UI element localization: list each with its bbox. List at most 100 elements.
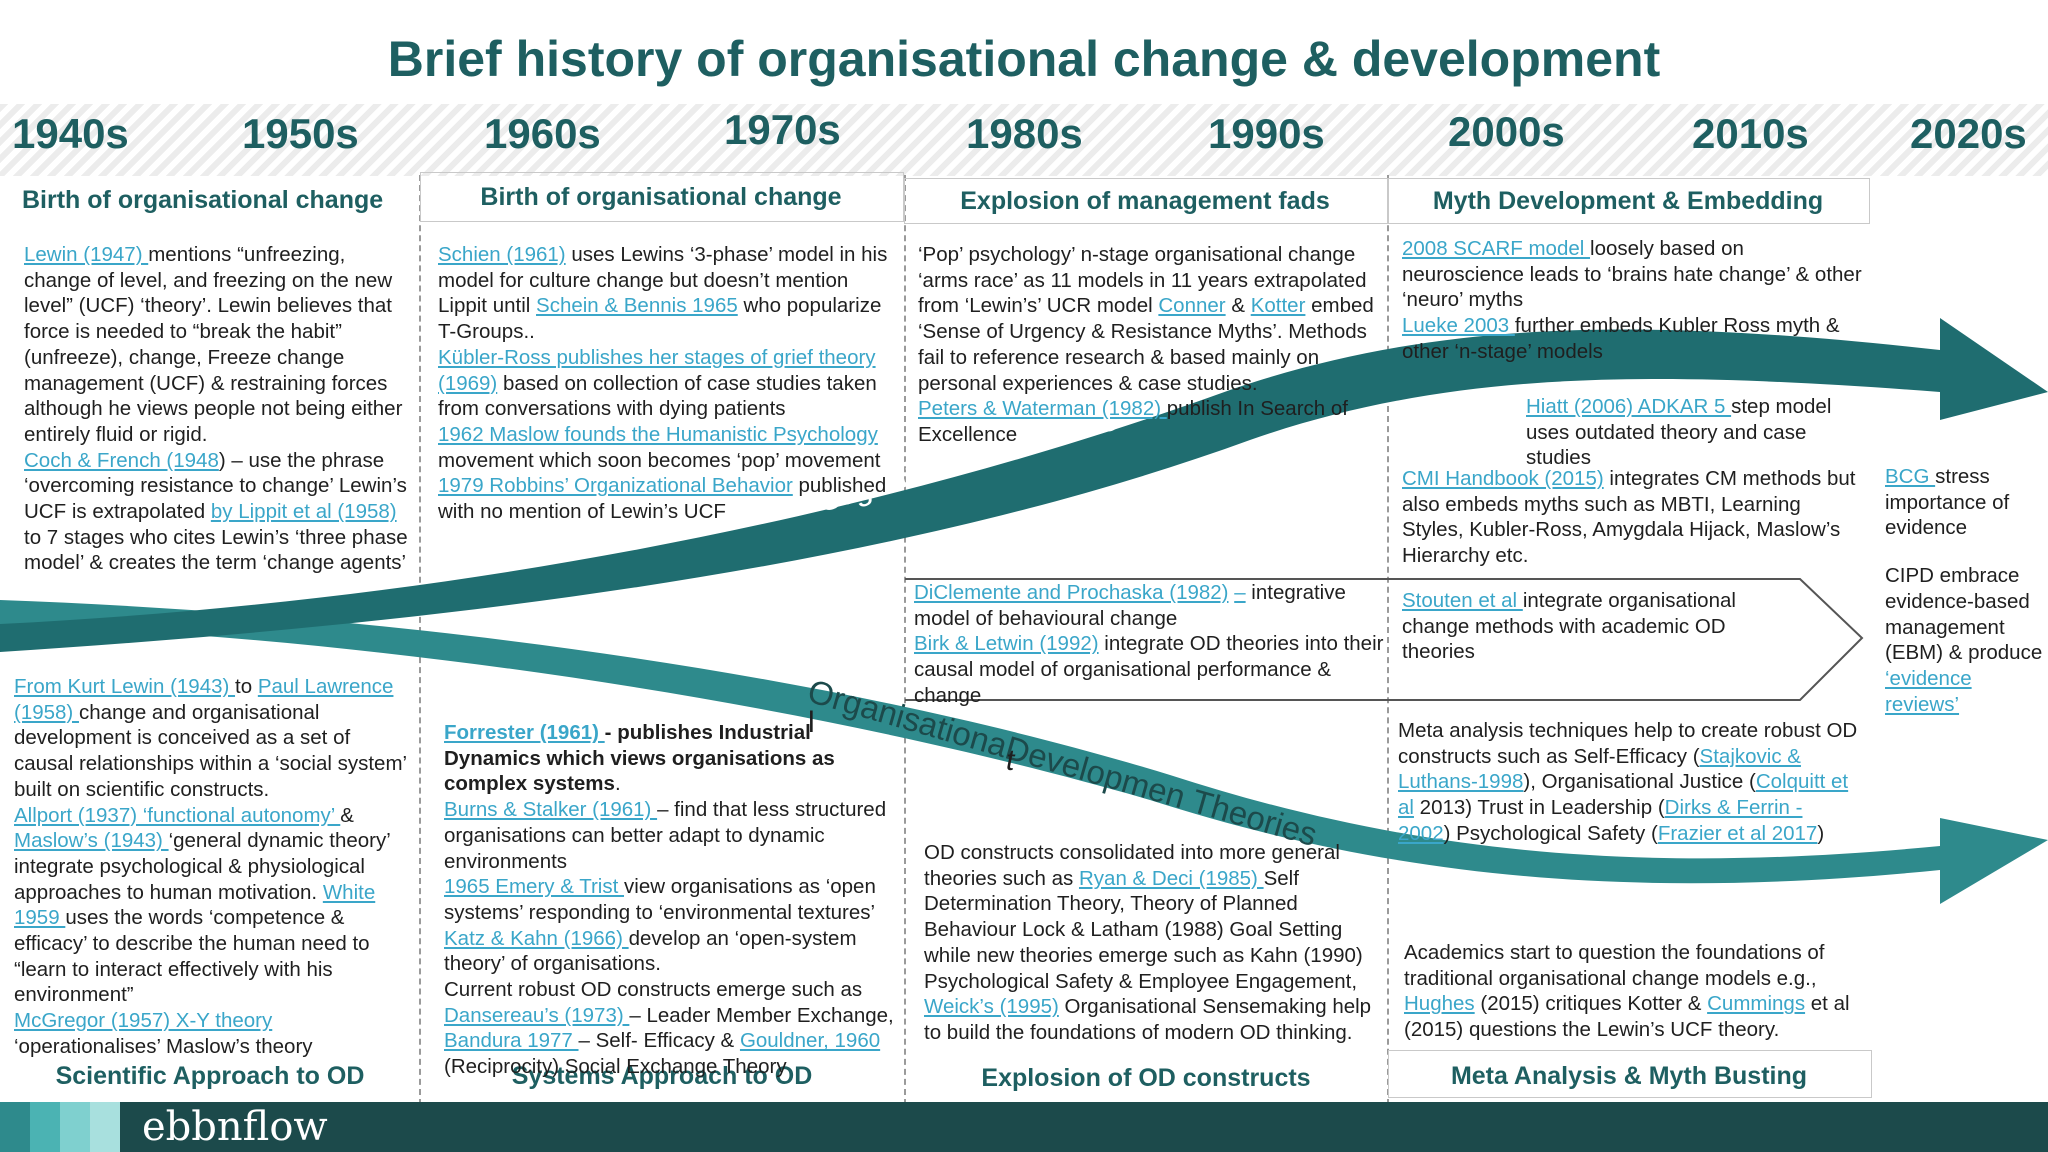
- text-run: (2015) critiques Kotter &: [1474, 992, 1708, 1016]
- reference-link[interactable]: Ryan & Deci (1985): [1078, 866, 1264, 890]
- reference-link[interactable]: Stajkovic & Luthans-1998: [1398, 744, 1801, 794]
- text-run: step model uses outdated theory and case…: [1526, 395, 1832, 470]
- reference-link[interactable]: 2008 SCARF model: [1402, 237, 1591, 260]
- reference-link[interactable]: Kotter: [1250, 294, 1306, 318]
- text-block: Meta analysis techniques help to create …: [1398, 718, 1860, 847]
- reference-link[interactable]: Katz & Kahn (1966): [444, 926, 629, 950]
- page-title: Brief history of organisational change &…: [387, 31, 1661, 87]
- text-run: Meta analysis techniques help to create …: [1398, 719, 1858, 768]
- paragraph: ‘Pop’ psychology’ n-stage organisational…: [918, 242, 1378, 396]
- heading-birth-of-change-2: Birth of organisational change: [480, 183, 842, 211]
- paragraph: Current robust OD constructs emerge such…: [444, 977, 900, 1080]
- paragraph: Stouten et al integrate organisational c…: [1402, 588, 1802, 665]
- heading-box: [1388, 1050, 1872, 1098]
- footer-square: [60, 1102, 90, 1152]
- reference-link[interactable]: Hughes: [1404, 992, 1475, 1016]
- text-run: ‘Pop’ psychology’ n-stage organisational…: [918, 243, 1367, 318]
- reference-link[interactable]: Kübler-Ross publishes her stages of grie…: [438, 345, 876, 395]
- text-run: Organisational Sensemaking help to build…: [924, 995, 1372, 1044]
- reference-link[interactable]: 1979 Robbins’ Organizational Behavior: [438, 474, 793, 498]
- text-run: loosely based on neuroscience leads to ‘…: [1402, 237, 1862, 312]
- heading-birth-of-change: Birth of organisational change: [22, 186, 384, 214]
- reference-link[interactable]: Stouten et al: [1402, 589, 1523, 612]
- change-methods-arrow: [0, 318, 2048, 652]
- paragraph: McGregor (1957) X-Y theory ‘operationali…: [14, 1008, 414, 1059]
- paragraph: Meta analysis techniques help to create …: [1398, 718, 1860, 847]
- text-block: Hiatt (2006) ADKAR 5 step model uses out…: [1526, 394, 1864, 471]
- reference-link[interactable]: Weick’s (1995): [924, 995, 1059, 1019]
- reference-link[interactable]: Dirks & Ferrin - 2002: [1398, 796, 1803, 845]
- reference-link[interactable]: Burns & Stalker (1961): [444, 798, 658, 822]
- reference-link[interactable]: Hiatt (2006) ADKAR 5: [1526, 395, 1732, 418]
- reference-link[interactable]: 1965 Emery & Trist: [444, 875, 625, 899]
- reference-link[interactable]: Coch & French (1948: [24, 448, 219, 472]
- text-run: &: [340, 803, 354, 827]
- paragraph: Lewin (1947) mentions “unfreezing, chang…: [24, 242, 410, 448]
- text-block: Schien (1961) uses Lewins ‘3-phase’ mode…: [438, 242, 892, 525]
- reference-link[interactable]: From Kurt Lewin (1943): [14, 675, 236, 698]
- paragraph: CMI Handbook (2015) integrates CM method…: [1402, 466, 1862, 569]
- heading-myth-development: Myth Development & Embedding: [1432, 187, 1824, 215]
- reference-link[interactable]: Schein & Bennis 1965: [536, 294, 738, 318]
- text-run: (Reciprocity) Social Exchange Theory: [444, 1055, 787, 1079]
- reference-link[interactable]: Birk & Letwin (1992): [914, 632, 1099, 656]
- footer-bar: [0, 1102, 2048, 1152]
- paragraph: 1965 Emery & Trist view organisations as…: [444, 874, 900, 925]
- text-run: to 7 stages who cites Lewin’s ‘three pha…: [24, 525, 408, 575]
- heading-box: [420, 172, 904, 222]
- reference-link[interactable]: Colquitt et al: [1398, 770, 1849, 820]
- heading-scientific-approach: Scientific Approach to OD: [55, 1062, 365, 1090]
- reference-link[interactable]: CMI Handbook (2015): [1402, 467, 1604, 490]
- text-run: OD constructs consolidated into more gen…: [924, 841, 1340, 890]
- text-run: Current robust OD constructs emerge such…: [444, 978, 863, 1002]
- reference-link[interactable]: Gouldner, 1960: [739, 1029, 881, 1053]
- reference-link[interactable]: Lueke 2003: [1402, 314, 1515, 338]
- reference-link[interactable]: by Lippit et al (1958): [210, 500, 397, 524]
- text-run: based on collection of case studies take…: [438, 371, 877, 421]
- reference-link[interactable]: Dansereau’s (1973): [444, 1003, 630, 1027]
- paragraph: DiClemente and Prochaska (1982) – integr…: [914, 580, 1394, 631]
- text-block: Lewin (1947) mentions “unfreezing, chang…: [24, 242, 410, 576]
- reference-link[interactable]: Conner: [1158, 294, 1226, 318]
- reference-link[interactable]: Peters & Waterman (1982): [918, 397, 1167, 421]
- column-divider: [1387, 175, 1389, 1105]
- reference-link[interactable]: DiClemente and Prochaska (1982): [914, 581, 1229, 604]
- reference-link[interactable]: Lewin (1947): [24, 243, 149, 266]
- reference-link[interactable]: –: [1234, 581, 1246, 604]
- reference-link[interactable]: ‘evidence reviews’: [1885, 666, 1972, 716]
- reference-link[interactable]: McGregor (1957) X-Y theory: [14, 1009, 273, 1033]
- paragraph: Coch & French (1948) – use the phrase ‘o…: [24, 448, 410, 577]
- reference-link[interactable]: 1962 Maslow founds the Humanistic Psycho…: [438, 422, 878, 446]
- text-run: change and organisational development is…: [14, 700, 407, 801]
- decade-label: 2000s: [1448, 108, 1565, 155]
- heading-management-fads: Explosion of management fads: [960, 187, 1330, 215]
- reference-link[interactable]: Bandura 1977: [444, 1029, 579, 1053]
- paragraph: Forrester (1961) - publishes Industrial …: [444, 720, 900, 797]
- paragraph: Burns & Stalker (1961) – find that less …: [444, 797, 900, 874]
- decade-label: 1970s: [724, 106, 841, 153]
- paragraph: OD constructs consolidated into more gen…: [924, 840, 1380, 1046]
- text-run: view organisations as ‘open systems’ res…: [444, 875, 876, 924]
- paragraph: 2008 SCARF model loosely based on neuros…: [1402, 236, 1862, 313]
- text-run: uses the words ‘competence & efficacy’ t…: [14, 906, 370, 1007]
- decade-label: 1960s: [484, 110, 601, 157]
- text-run: 2013) Trust in Leadership (: [1413, 796, 1665, 820]
- decade-label: 1980s: [966, 110, 1083, 157]
- text-run: develop an ‘open-system theory’ of organ…: [444, 926, 857, 976]
- reference-link[interactable]: Cummings: [1707, 992, 1806, 1016]
- reference-link[interactable]: Maslow’s (1943): [14, 829, 169, 853]
- paragraph: 1979 Robbins’ Organizational Behavior pu…: [438, 473, 892, 524]
- reference-link[interactable]: White 1959: [14, 880, 376, 930]
- decade-label: 1950s: [242, 110, 359, 157]
- text-run: integrate organisational change methods …: [1402, 589, 1736, 664]
- reference-link[interactable]: Forrester (1961): [444, 721, 605, 744]
- heading-systems-approach: Systems Approach to OD: [511, 1062, 813, 1090]
- paragraph: Schien (1961) uses Lewins ‘3-phase’ mode…: [438, 242, 892, 345]
- text-block: 2008 SCARF model loosely based on neuros…: [1402, 236, 1862, 365]
- paragraph: From Kurt Lewin (1943) to Paul Lawrence …: [14, 674, 414, 803]
- reference-link[interactable]: Schien (1961): [438, 243, 566, 266]
- reference-link[interactable]: Frazier et al 2017: [1657, 821, 1818, 845]
- reference-link[interactable]: BCG: [1885, 465, 1936, 488]
- reference-link[interactable]: Paul Lawrence (1958): [14, 675, 394, 724]
- reference-link[interactable]: Allport (1937) ‘functional autonomy’: [14, 803, 341, 827]
